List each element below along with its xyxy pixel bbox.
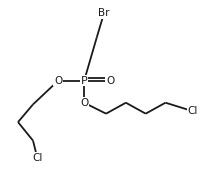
Text: O: O	[80, 98, 88, 108]
Text: O: O	[106, 76, 114, 86]
Text: Cl: Cl	[188, 106, 198, 116]
Text: Cl: Cl	[32, 152, 42, 163]
Text: O: O	[54, 76, 62, 86]
Text: Br: Br	[98, 8, 110, 18]
Text: P: P	[81, 76, 88, 86]
